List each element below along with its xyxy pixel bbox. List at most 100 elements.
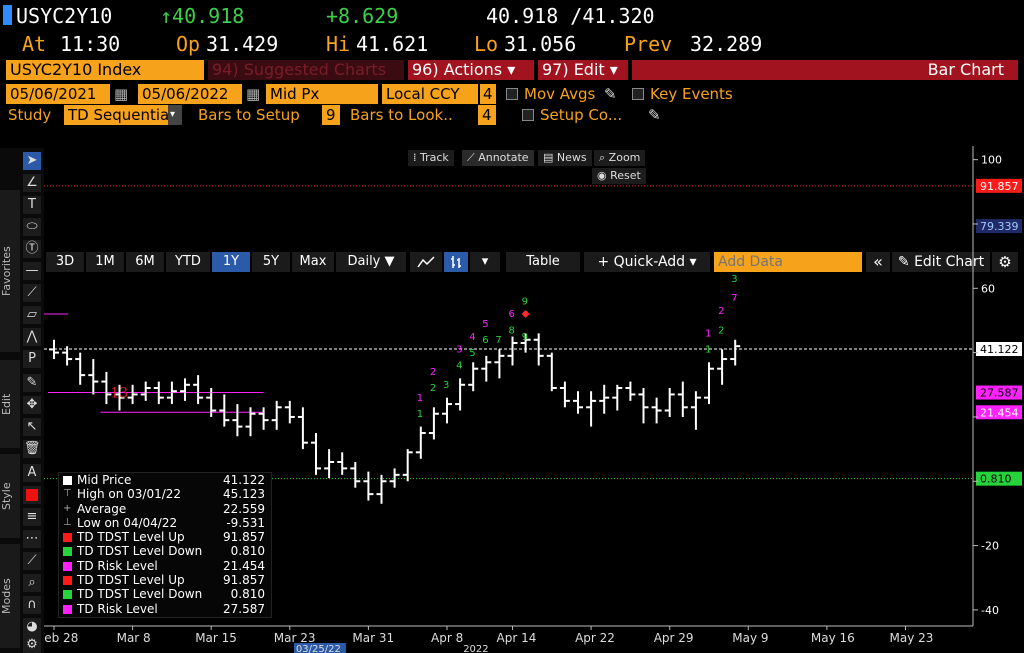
suggested-charts-button[interactable]: 94) Suggested Charts bbox=[208, 60, 404, 80]
pencil-icon[interactable]: ✎ bbox=[604, 85, 617, 103]
legend-value: 21.454 bbox=[223, 558, 265, 573]
end-date-field[interactable]: 05/06/2022 bbox=[138, 84, 242, 104]
polyline-icon[interactable]: ⋀ bbox=[23, 328, 41, 346]
trash-icon[interactable]: 🗑 bbox=[23, 440, 41, 458]
text-tool-icon[interactable]: T bbox=[23, 196, 41, 214]
brush-mode-icon[interactable]: ⟋ bbox=[23, 552, 41, 570]
reset-button[interactable]: ◉ Reset bbox=[592, 168, 646, 184]
edit-menu[interactable]: 97) Edit ▾ bbox=[538, 60, 628, 80]
currency-select[interactable]: Local CCY bbox=[382, 84, 478, 104]
color-picker-icon[interactable] bbox=[23, 486, 41, 504]
legend-label: TD TDST Level Down bbox=[77, 544, 203, 559]
line-style-icon[interactable]: ⋯ bbox=[23, 530, 41, 548]
period-1y[interactable]: 1Y bbox=[212, 252, 250, 272]
legend-row[interactable]: TD TDST Level Down 0.810 bbox=[59, 587, 271, 601]
security-field[interactable]: USYC2Y10 Index bbox=[6, 60, 204, 80]
legend-swatch: + bbox=[63, 502, 72, 514]
study-dropdown-icon[interactable]: ▾ bbox=[168, 105, 182, 125]
td-count-label: 6 bbox=[509, 309, 515, 320]
td-count-label: 4 bbox=[456, 361, 462, 372]
palette-icon[interactable]: ◕ bbox=[23, 618, 41, 636]
trendline-icon[interactable]: ⟋ bbox=[23, 284, 41, 302]
horizontal-line-icon[interactable]: — bbox=[23, 262, 41, 280]
legend-swatch bbox=[63, 533, 72, 543]
pointer-tool-icon[interactable]: ➤ bbox=[23, 152, 41, 170]
legend-row[interactable]: TD Risk Level 27.587 bbox=[59, 602, 271, 616]
price-field-select[interactable]: Mid Px bbox=[266, 84, 378, 104]
annotate-icon: ⟋ bbox=[467, 151, 479, 164]
settings-gear-icon[interactable]: ⚙ bbox=[992, 252, 1018, 272]
currency-count[interactable]: 4 bbox=[480, 84, 496, 104]
zoom-button[interactable]: ⌕ Zoom bbox=[594, 150, 646, 166]
start-calendar-icon[interactable]: ▦ bbox=[114, 85, 129, 103]
edit-tab[interactable]: Edit bbox=[0, 360, 20, 448]
trend-brush-icon[interactable]: ∠ bbox=[23, 174, 41, 192]
period-6m[interactable]: 6M bbox=[126, 252, 164, 272]
legend-row[interactable]: ⊥ Low on 04/04/22 -9.531 bbox=[59, 516, 271, 530]
ellipse-tool-icon[interactable]: ⬭ bbox=[23, 218, 41, 236]
style-tab[interactable]: Style bbox=[0, 454, 20, 538]
line-chart-icon[interactable] bbox=[410, 252, 442, 272]
td-count-label: 5 bbox=[469, 348, 475, 359]
add-data-input[interactable] bbox=[714, 252, 862, 272]
quick-add-button[interactable]: + Quick-Add ▾ bbox=[584, 252, 710, 272]
line-weight-icon[interactable]: ≡ bbox=[23, 508, 41, 526]
mov-avgs-checkbox[interactable] bbox=[506, 88, 518, 100]
tool-settings-gear-icon[interactable]: ⚙ bbox=[23, 636, 41, 653]
key-events-label: Key Events bbox=[646, 84, 746, 104]
news-button[interactable]: ▤ News bbox=[538, 150, 592, 166]
magnet-icon[interactable]: ∩ bbox=[23, 596, 41, 614]
legend-row[interactable]: TD Risk Level 21.454 bbox=[59, 559, 271, 573]
legend-row[interactable]: + Average 22.559 bbox=[59, 502, 271, 516]
legend-row[interactable]: TD TDST Level Up 91.857 bbox=[59, 573, 271, 587]
favorites-tab[interactable]: Favorites bbox=[0, 190, 20, 352]
color-swatch bbox=[26, 489, 38, 501]
reset-label: Reset bbox=[610, 169, 641, 182]
reset-icon: ◉ bbox=[597, 169, 611, 182]
end-calendar-icon[interactable]: ▦ bbox=[246, 85, 261, 103]
edit-pencil-icon[interactable]: ✎ bbox=[23, 374, 41, 392]
text-box-icon[interactable]: Ⓣ bbox=[23, 240, 41, 258]
track-button[interactable]: ⁞ Track bbox=[408, 150, 454, 166]
bars-to-setup-field[interactable]: 9 bbox=[322, 105, 340, 125]
font-style-icon[interactable]: A bbox=[23, 464, 41, 482]
level-badge bbox=[976, 471, 1022, 486]
td-count-label: 8 bbox=[509, 325, 515, 336]
price-marker-icon[interactable]: P bbox=[23, 350, 41, 368]
period-3d[interactable]: 3D bbox=[46, 252, 84, 272]
period-ytd[interactable]: YTD bbox=[166, 252, 210, 272]
edit-chart-button[interactable]: ✎ Edit Chart bbox=[892, 252, 990, 272]
study-label: Study bbox=[4, 105, 62, 125]
bars-to-look-field[interactable]: 4 bbox=[478, 105, 496, 125]
annotate-button[interactable]: ⟋ Annotate bbox=[462, 150, 534, 166]
start-date-field[interactable]: 05/06/2021 bbox=[6, 84, 110, 104]
net-change: +8.629 bbox=[326, 4, 399, 28]
legend-row[interactable]: TD TDST Level Up 91.857 bbox=[59, 530, 271, 544]
chart-style-dropdown[interactable]: ▾ bbox=[470, 252, 500, 272]
collapse-icon[interactable]: « bbox=[866, 252, 890, 272]
key-events-checkbox[interactable] bbox=[632, 88, 644, 100]
frequency-select[interactable]: Daily ▼ bbox=[336, 252, 406, 272]
legend-row[interactable]: Mid Price 41.122 bbox=[59, 473, 271, 487]
select-arrow-icon[interactable]: ↖ bbox=[23, 418, 41, 436]
legend-row[interactable]: TD TDST Level Down 0.810 bbox=[59, 544, 271, 558]
period-1m[interactable]: 1M bbox=[86, 252, 124, 272]
study-select[interactable]: TD Sequentia bbox=[64, 105, 168, 125]
td-count-label: 4 bbox=[469, 332, 475, 343]
setup-co-checkbox[interactable] bbox=[522, 109, 534, 121]
modes-tab[interactable]: Modes bbox=[0, 544, 20, 648]
channel-tool-icon[interactable]: ▱ bbox=[23, 306, 41, 324]
settings-bar: 05/06/2021 ▦ 05/06/2022 ▦ Mid Px Local C… bbox=[0, 84, 1024, 104]
setup-pencil-icon[interactable]: ✎ bbox=[648, 106, 661, 124]
period-5y[interactable]: 5Y bbox=[252, 252, 290, 272]
move-icon[interactable]: ✥ bbox=[23, 396, 41, 414]
open-label: Op bbox=[176, 32, 201, 56]
bar-chart-icon[interactable] bbox=[444, 252, 468, 272]
legend-row[interactable]: ⊤ High on 03/01/22 45.123 bbox=[59, 487, 271, 501]
period-max[interactable]: Max bbox=[292, 252, 334, 272]
mov-avgs-label: Mov Avgs bbox=[520, 84, 604, 104]
actions-menu[interactable]: 96) Actions ▾ bbox=[408, 60, 534, 80]
table-button[interactable]: Table bbox=[506, 252, 580, 272]
zoom-mode-icon[interactable]: ⌕ bbox=[23, 574, 41, 592]
